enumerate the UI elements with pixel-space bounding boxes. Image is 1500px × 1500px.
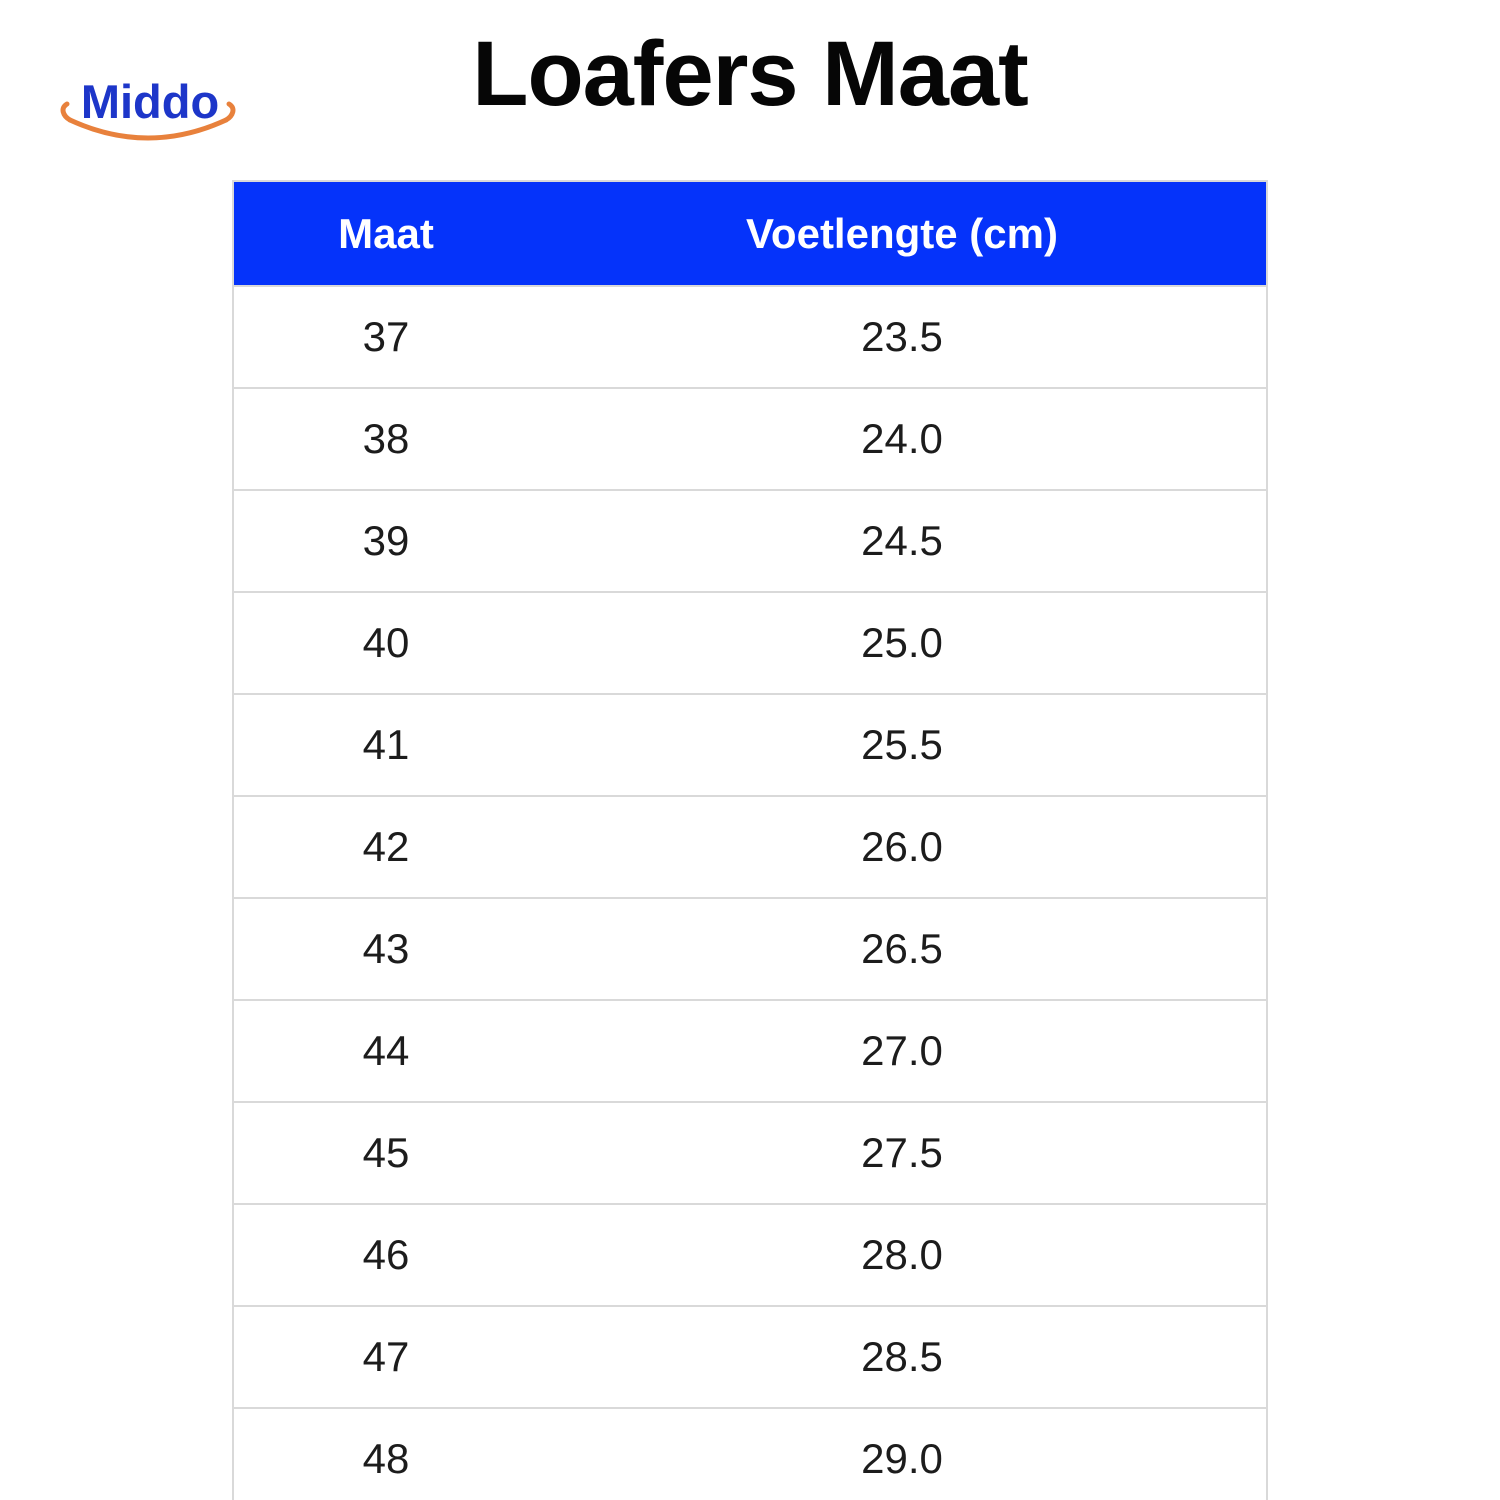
size-cell: 38 xyxy=(233,387,539,490)
size-cell: 46 xyxy=(233,1203,539,1306)
size-cell: 45 xyxy=(233,1101,539,1204)
header-row: Maat Voetlengte (cm) xyxy=(233,181,1267,286)
table-row: 38 24.0 xyxy=(233,387,1267,490)
page-title: Loafers Maat xyxy=(472,23,1029,125)
foot-length-cell: 27.5 xyxy=(538,1101,1267,1204)
table-row: 39 24.5 xyxy=(233,489,1267,592)
table-row: 37 23.5 xyxy=(233,285,1267,388)
foot-length-cell: 23.5 xyxy=(538,285,1267,388)
middo-logo-graphic: Middo xyxy=(60,75,236,141)
column-header-voetlengte: Voetlengte (cm) xyxy=(538,181,1267,286)
size-cell: 40 xyxy=(233,591,539,694)
foot-length-cell: 25.0 xyxy=(538,591,1267,694)
foot-length-cell: 26.5 xyxy=(538,897,1267,1000)
size-table-body: 37 23.5 38 24.0 39 24.5 40 25.0 41 25.5 42 26.0 43 26… xyxy=(233,285,1267,1500)
size-table-wrap: Maat Voetlengte (cm) 37 23.5 38 24.0 39 24.5 4… xyxy=(232,180,1268,1500)
column-header-maat: Maat xyxy=(233,181,539,286)
middo-logo: Middo xyxy=(56,68,241,156)
foot-length-cell: 24.5 xyxy=(538,489,1267,592)
size-table-header: Maat Voetlengte (cm) xyxy=(233,181,1267,286)
size-cell: 43 xyxy=(233,897,539,1000)
table-row: 42 26.0 xyxy=(233,795,1267,898)
foot-length-cell: 25.5 xyxy=(538,693,1267,796)
size-cell: 42 xyxy=(233,795,539,898)
table-row: 40 25.0 xyxy=(233,591,1267,694)
smile-icon xyxy=(60,101,236,141)
size-cell: 39 xyxy=(233,489,539,592)
table-row: 48 29.0 xyxy=(233,1407,1267,1500)
size-cell: 44 xyxy=(233,999,539,1102)
foot-length-cell: 29.0 xyxy=(538,1407,1267,1500)
table-row: 47 28.5 xyxy=(233,1305,1267,1408)
size-cell: 37 xyxy=(233,285,539,388)
foot-length-cell: 28.5 xyxy=(538,1305,1267,1408)
table-row: 43 26.5 xyxy=(233,897,1267,1000)
middo-logo-text: Middo xyxy=(81,75,219,128)
foot-length-cell: 26.0 xyxy=(538,795,1267,898)
size-cell: 47 xyxy=(233,1305,539,1408)
size-table: Maat Voetlengte (cm) 37 23.5 38 24.0 39 24.5 4… xyxy=(232,180,1268,1500)
foot-length-cell: 28.0 xyxy=(538,1203,1267,1306)
foot-length-cell: 27.0 xyxy=(538,999,1267,1102)
size-cell: 41 xyxy=(233,693,539,796)
table-row: 46 28.0 xyxy=(233,1203,1267,1306)
table-row: 45 27.5 xyxy=(233,1101,1267,1204)
size-cell: 48 xyxy=(233,1407,539,1500)
foot-length-cell: 24.0 xyxy=(538,387,1267,490)
table-row: 44 27.0 xyxy=(233,999,1267,1102)
table-row: 41 25.5 xyxy=(233,693,1267,796)
